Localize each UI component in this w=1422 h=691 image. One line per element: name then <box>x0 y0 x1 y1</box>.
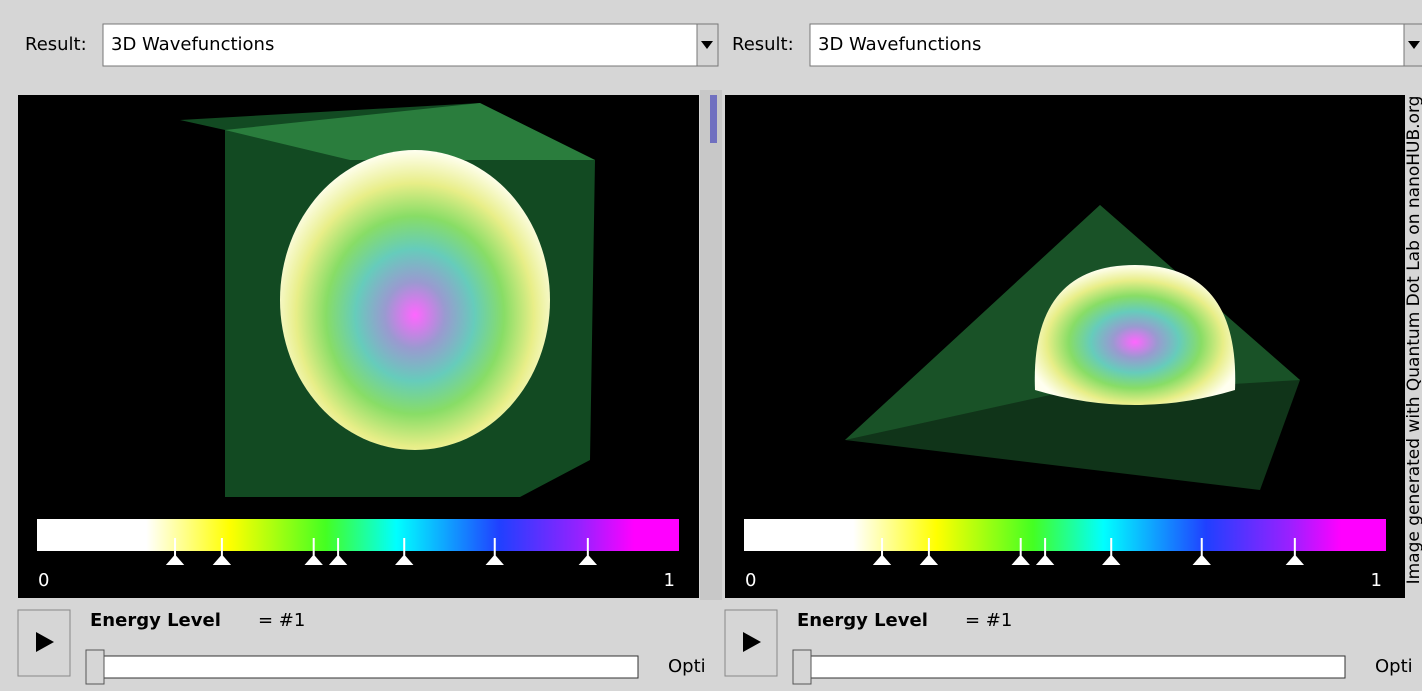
option-label: Opti <box>1375 656 1413 677</box>
app-window: Image generated with Quantum Dot Lab on … <box>0 0 1422 687</box>
control-value: = #1 <box>965 610 1012 631</box>
colorbar-max: 1 <box>1371 570 1382 591</box>
colorbar-min: 0 <box>38 570 49 591</box>
control-value: = #1 <box>258 610 305 631</box>
slider-thumb[interactable] <box>86 650 104 684</box>
divider[interactable] <box>700 90 722 600</box>
result-label: Result: <box>25 34 87 55</box>
slider-track[interactable] <box>795 656 1345 678</box>
colorbar-gradient <box>37 519 679 551</box>
control-label: Energy Level <box>797 610 928 631</box>
slider-track[interactable] <box>88 656 638 678</box>
result-label: Result: <box>732 34 794 55</box>
result-value: 3D Wavefunctions <box>111 34 274 55</box>
result-value: 3D Wavefunctions <box>818 34 981 55</box>
colorbar-max: 1 <box>664 570 675 591</box>
colorbar-gradient <box>744 519 1386 551</box>
control-label: Energy Level <box>90 610 221 631</box>
page: Image generated with Quantum Dot Lab on … <box>0 0 1422 687</box>
divider-thumb[interactable] <box>710 95 717 143</box>
colorbar-min: 0 <box>745 570 756 591</box>
option-label: Opti <box>668 656 706 677</box>
slider-thumb[interactable] <box>793 650 811 684</box>
watermark: Image generated with Quantum Dot Lab on … <box>1404 96 1422 585</box>
